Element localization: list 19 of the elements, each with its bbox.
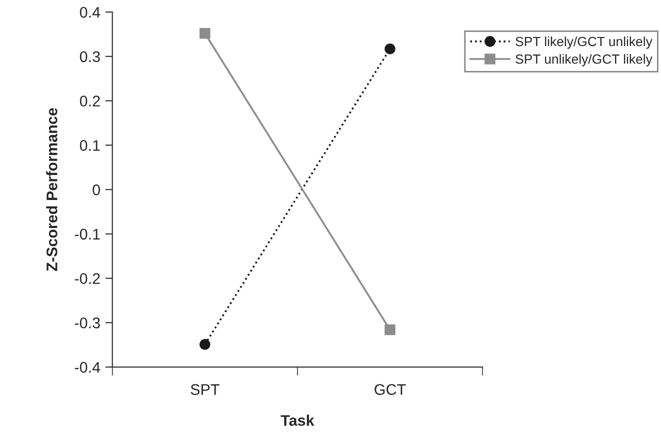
y-tick-label: 0 — [92, 184, 100, 196]
y-tick-label: -0.1 — [74, 228, 100, 240]
y-tick-label: -0.4 — [74, 362, 100, 373]
y-tick-label: -0.2 — [74, 273, 100, 284]
x-tick-label: GCT — [374, 384, 406, 395]
x-axis-title: Task — [280, 414, 314, 426]
y-tick-label: 0.1 — [80, 140, 100, 151]
y-tick-label: -0.3 — [74, 318, 100, 328]
point — [384, 324, 396, 336]
legend-label: SPT unlikely/GCT likely — [516, 54, 652, 66]
legend-label: SPT likely/GCT unlikely — [516, 36, 652, 49]
point — [384, 43, 396, 54]
y-axis-title: Z-Scored Performance — [46, 108, 58, 272]
y-tick-label: 0.3 — [80, 51, 100, 62]
point — [200, 28, 210, 39]
y-tick-label: 0.2 — [80, 96, 100, 106]
x-tick-label: SPT — [190, 384, 220, 395]
y-tick-label: 0.4 — [80, 6, 100, 18]
point — [200, 339, 210, 350]
